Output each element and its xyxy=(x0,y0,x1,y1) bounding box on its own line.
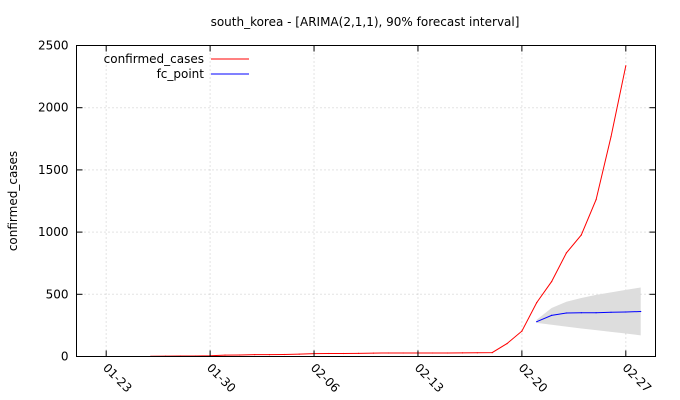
data-point-confirmed_cases xyxy=(491,352,493,354)
data-point-fc_point xyxy=(536,321,538,323)
forecast-interval xyxy=(536,287,641,336)
data-point-confirmed_cases xyxy=(580,234,582,236)
data-point-confirmed_cases xyxy=(298,353,300,355)
legend-label-confirmed_cases: confirmed_cases xyxy=(104,52,204,66)
data-point-confirmed_cases xyxy=(372,352,374,354)
y-tick-label: 1000 xyxy=(38,225,69,239)
y-tick-label: 2500 xyxy=(38,39,69,53)
y-tick-label: 2000 xyxy=(38,101,69,115)
x-tick-label: 02-06 xyxy=(308,361,343,396)
data-point-fc_point xyxy=(610,311,612,313)
data-point-fc_point xyxy=(640,310,642,313)
data-point-confirmed_cases xyxy=(565,252,568,254)
data-point-confirmed_cases xyxy=(239,354,241,356)
grid xyxy=(76,45,656,357)
y-tick-label: 1500 xyxy=(38,163,69,177)
data-point-confirmed_cases xyxy=(387,352,389,354)
plot-frame xyxy=(76,45,656,357)
series-line-fc_point xyxy=(536,311,641,323)
data-point-confirmed_cases xyxy=(224,354,226,356)
data-point-confirmed_cases xyxy=(595,199,597,201)
series-lines xyxy=(150,65,642,357)
data-point-confirmed_cases xyxy=(521,330,523,332)
data-point-confirmed_cases xyxy=(625,65,627,67)
data-point-confirmed_cases xyxy=(254,354,256,356)
forecast-interval-band xyxy=(536,287,641,336)
x-tick-label: 01-23 xyxy=(100,361,135,396)
data-point-confirmed_cases xyxy=(358,352,360,354)
data-point-confirmed_cases xyxy=(343,352,345,355)
data-point-fc_point xyxy=(625,311,627,313)
x-tick-label: 02-13 xyxy=(412,361,447,396)
y-tick-label: 0 xyxy=(61,350,69,364)
data-point-confirmed_cases xyxy=(402,352,404,354)
data-point-confirmed_cases xyxy=(610,136,612,138)
data-point-fc_point xyxy=(551,314,553,316)
chart-title: south_korea - [ARIMA(2,1,1), 90% forecas… xyxy=(211,15,520,29)
data-point-confirmed_cases xyxy=(283,353,285,356)
data-point-confirmed_cases xyxy=(476,352,478,354)
data-point-confirmed_cases xyxy=(536,302,538,304)
data-point-fc_point xyxy=(595,312,597,314)
data-point-confirmed_cases xyxy=(551,281,553,283)
data-point-confirmed_cases xyxy=(506,343,508,345)
x-tick-label: 02-20 xyxy=(516,361,551,396)
axis-ticks: 0 500 1000 1500 2000 2500 01-23 01-30 02-06 02-13… xyxy=(38,39,656,396)
x-tick-label: 02-27 xyxy=(620,361,655,396)
y-axis-label: confirmed_cases xyxy=(6,151,20,251)
legend-label-fc_point: fc_point xyxy=(157,67,205,81)
y-tick-label: 500 xyxy=(46,287,69,301)
x-tick-label: 01-30 xyxy=(204,361,239,396)
data-point-confirmed_cases xyxy=(461,352,464,354)
data-point-fc_point xyxy=(580,312,582,314)
data-point-confirmed_cases xyxy=(328,352,330,355)
data-point-confirmed_cases xyxy=(447,352,449,354)
data-point-confirmed_cases xyxy=(268,354,271,356)
data-point-confirmed_cases xyxy=(432,352,434,354)
data-point-fc_point xyxy=(565,312,568,314)
